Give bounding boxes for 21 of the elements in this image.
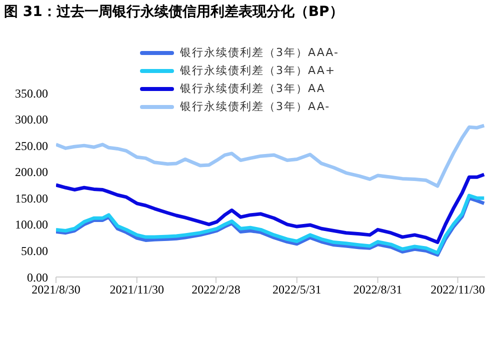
line-series — [56, 172, 485, 244]
y-tick-label: 150.00 — [15, 191, 48, 206]
x-tick-label: 2022/2/28 — [192, 282, 240, 297]
legend-label: 银行永续债利差（3年）AA+ — [180, 63, 336, 79]
y-tick-label: 200.00 — [15, 165, 48, 180]
x-tick-label: 2021/11/30 — [110, 282, 164, 297]
y-tick-label: 300.00 — [15, 112, 48, 127]
y-tick-label: 50.00 — [21, 244, 48, 258]
y-tick-label: 350.00 — [15, 86, 48, 100]
legend-label: 银行永续债利差（3年）AA — [180, 81, 326, 97]
legend-label: 银行永续债利差（3年）AA- — [180, 99, 330, 115]
x-tick-label: 2022/5/31 — [272, 282, 322, 297]
y-tick-label: 100.00 — [15, 218, 48, 232]
y-tick-label: 0.00 — [27, 270, 48, 284]
y-tick-label: 250.00 — [15, 138, 48, 153]
line-series — [56, 124, 485, 188]
x-tick-label: 2022/8/31 — [353, 282, 402, 297]
x-tick-label: 2021/8/30 — [32, 282, 80, 297]
x-tick-label: 2022/11/30 — [430, 282, 485, 297]
chart-title: 图 31：过去一周银行永续债信用利差表现分化（BP） — [4, 3, 344, 21]
legend-label: 银行永续债利差（3年）AAA- — [180, 45, 339, 61]
